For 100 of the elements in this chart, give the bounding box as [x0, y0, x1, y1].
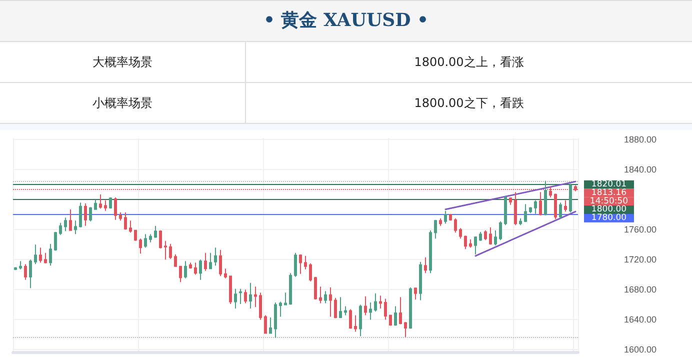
candlestick	[404, 321, 407, 338]
candlestick	[414, 288, 417, 300]
candlestick	[494, 230, 497, 246]
candlestick	[429, 230, 432, 274]
candlestick	[424, 256, 427, 274]
candlestick	[439, 218, 442, 226]
candlestick	[309, 262, 312, 282]
candlestick	[79, 202, 82, 228]
candlestick	[284, 292, 287, 306]
candlestick	[344, 306, 347, 316]
candlestick	[389, 314, 392, 326]
y-tick-label: 1840.00	[624, 164, 657, 175]
candlestick	[104, 200, 107, 212]
candlestick	[239, 288, 242, 304]
candlestick	[374, 292, 377, 312]
candlestick	[19, 260, 22, 270]
candlestick	[229, 276, 232, 304]
ref-line-label: 1780.00	[591, 213, 627, 224]
candlestick	[559, 202, 562, 219]
candlestick	[139, 238, 142, 254]
ref-line-label: 1820.01	[591, 180, 627, 190]
candlestick	[89, 206, 92, 222]
y-tick-label: 1880.00	[624, 134, 657, 144]
candlestick	[564, 200, 567, 212]
candlestick	[354, 314, 357, 332]
candlestick	[119, 212, 122, 222]
candlestick	[124, 212, 127, 230]
y-tick-label: 1600.00	[624, 344, 657, 355]
candlestick	[419, 261, 422, 301]
candlestick	[39, 247, 42, 264]
candlestick	[84, 202, 87, 226]
candlestick	[149, 234, 152, 243]
candlestick	[534, 200, 537, 214]
candlestick	[449, 213, 452, 222]
candlestick	[154, 225, 157, 238]
candlestick	[299, 254, 302, 274]
candlestick	[339, 296, 342, 318]
candlestick	[29, 259, 32, 289]
candlestick	[199, 259, 202, 280]
candlestick	[214, 247, 217, 266]
candlestick	[509, 196, 512, 206]
y-tick-label: 1720.00	[624, 254, 657, 265]
candlestick	[279, 301, 282, 318]
candlestick	[474, 236, 477, 255]
candlestick	[159, 230, 162, 249]
text: 大概率场景	[0, 42, 246, 82]
candlestick	[539, 192, 542, 216]
candlestick	[464, 235, 467, 250]
candlestick	[194, 262, 197, 276]
candlestick	[244, 289, 247, 304]
candlestick	[364, 296, 367, 316]
candlestick	[69, 208, 72, 231]
text: 1800.00之下，看跌	[413, 94, 525, 112]
candlestick	[514, 192, 517, 226]
candlestick	[189, 262, 192, 270]
candlestick	[434, 219, 437, 240]
candlestick	[359, 304, 362, 337]
candlestick	[329, 286, 332, 318]
candlestick	[14, 266, 17, 271]
candlestick	[259, 292, 262, 320]
y-tick-label: 1680.00	[624, 284, 657, 295]
candlestick	[44, 252, 47, 264]
candlestick	[394, 306, 397, 326]
candlestick	[174, 254, 177, 267]
candlestick	[379, 295, 382, 309]
candlestick	[144, 234, 147, 248]
ref-line-label: 1800.00	[591, 204, 627, 215]
candlestick	[289, 272, 292, 306]
candlestick	[209, 252, 212, 270]
candlestick	[384, 298, 387, 320]
candlestick	[524, 204, 527, 223]
candlestick	[319, 286, 322, 304]
candlestick	[109, 196, 112, 210]
candlestick	[444, 210, 447, 224]
candlestick	[219, 249, 222, 277]
candlestick	[274, 302, 277, 338]
candlestick	[54, 231, 57, 252]
candlestick	[204, 252, 207, 272]
candlestick	[304, 255, 307, 270]
candlestick	[544, 180, 547, 216]
candlestick	[399, 296, 402, 325]
candlestick	[184, 260, 187, 279]
candlestick	[479, 231, 482, 242]
y-tick-label: 1640.00	[624, 314, 657, 325]
candlestick	[349, 308, 352, 330]
ref-line-label: 1813.16	[591, 188, 627, 198]
candlestick	[264, 314, 267, 334]
candlestick	[529, 206, 532, 214]
candlestick	[334, 297, 337, 319]
candlestick	[489, 226, 492, 246]
candlestick	[129, 220, 132, 234]
candlestick	[34, 244, 37, 265]
candlestick	[74, 220, 77, 235]
candlestick	[569, 183, 572, 213]
candlestick	[459, 228, 462, 240]
candlestick	[469, 238, 472, 248]
candlestick	[224, 268, 227, 279]
candlestick	[24, 264, 27, 280]
candlestick	[554, 193, 557, 220]
candlestick	[324, 290, 327, 304]
